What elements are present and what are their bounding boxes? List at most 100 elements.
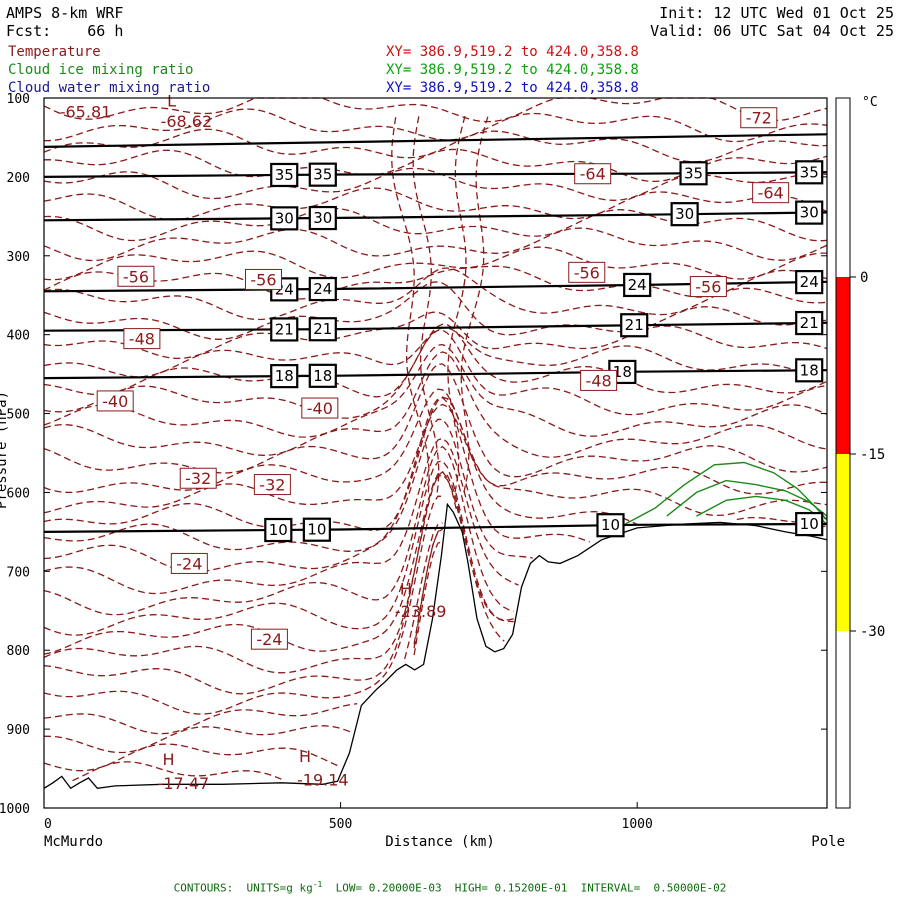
temperature-label: -32: [253, 474, 291, 496]
temperature-label-text: -24: [176, 554, 202, 573]
y-tick-label: 900: [7, 723, 30, 738]
y-tick-label: 300: [7, 250, 30, 265]
y-tick-label: 200: [7, 171, 30, 186]
temperature-contour: [43, 267, 828, 321]
extremum-label: -65.81: [60, 102, 112, 121]
extremum-label: -68.62: [161, 112, 213, 131]
temperature-label: -40: [96, 390, 134, 412]
temperature-label: -72: [740, 107, 778, 129]
x-tick-label: 500: [329, 817, 352, 832]
black-contour-label: 10: [596, 513, 625, 538]
black-contour-label-box: [270, 317, 299, 342]
xy-cloud-water: XY= 386.9,519.2 to 424.0,358.8: [386, 80, 639, 96]
temperature-label-text: -56: [123, 267, 149, 286]
black-contour-label-box: [795, 511, 824, 537]
black-contour-label-text: 10: [307, 521, 326, 539]
temperature-label-text: -32: [259, 476, 285, 495]
init-time: Init: 12 UTC Wed 01 Oct 25: [659, 4, 894, 22]
black-contour: [43, 211, 828, 222]
colorbar-unit: °C: [862, 95, 878, 110]
xy-temperature: XY= 386.9,519.2 to 424.0,358.8: [386, 44, 639, 60]
xy-cloud-ice: XY= 386.9,519.2 to 424.0,358.8: [386, 62, 639, 78]
temperature-label-box: [689, 276, 727, 298]
x-end-label-right: Pole: [811, 834, 845, 850]
extremum-label: -17.47: [158, 774, 210, 793]
temperature-label-box: [568, 261, 606, 283]
black-contour-label: 10: [302, 517, 331, 542]
temperature-contour: [43, 311, 828, 360]
black-contour: [43, 369, 828, 380]
temperature-label: -56: [689, 276, 727, 298]
temperature-label-box: [574, 163, 612, 185]
temperature-label: -56: [117, 265, 155, 287]
black-contour-label-text: 21: [313, 320, 332, 338]
y-tick-label: 500: [7, 408, 30, 423]
black-contour-label-text: 18: [313, 367, 332, 385]
cloud-ice-contour: [666, 479, 828, 517]
temperature-contour: [460, 113, 490, 493]
chart-title: AMPS 8-km WRF: [6, 4, 124, 22]
y-tick-label: 1000: [0, 802, 30, 817]
black-contour-label: 35: [308, 162, 337, 187]
temperature-contour: [43, 108, 828, 143]
black-contour-label-text: 10: [601, 516, 620, 534]
black-contour: [43, 522, 828, 533]
temperature-label-text: -32: [185, 469, 211, 488]
temperature-label-box: [253, 474, 291, 496]
temperature-label-text: -48: [586, 371, 612, 390]
colorbar-band: [836, 277, 850, 454]
temperature-contour: [43, 227, 828, 262]
temperature-contour: [412, 113, 440, 493]
black-contour-label-text: 24: [628, 276, 647, 294]
temperature-label: -48: [123, 328, 161, 350]
black-contour-label-text: 10: [269, 521, 288, 539]
temperature-contour: [43, 528, 443, 772]
black-contour-label-text: 18: [800, 361, 819, 379]
temperature-contour: [43, 329, 828, 419]
temperature-label: -56: [568, 261, 606, 283]
temperature-label-text: -56: [574, 263, 600, 282]
black-contour-label-text: 21: [800, 314, 819, 332]
black-contour-label: 18: [270, 364, 299, 389]
black-contour-label-box: [670, 202, 699, 227]
contour-footer: CONTOURS: UNITS=g kg-1 LOW= 0.20000E-03 …: [0, 880, 900, 895]
black-contour-label-box: [308, 205, 337, 231]
black-contour-label-text: 21: [625, 316, 644, 334]
temperature-label: -24: [170, 552, 208, 574]
black-contour-label-box: [795, 358, 824, 383]
black-contour-label: 24: [623, 272, 652, 298]
black-contour-label-box: [596, 513, 625, 538]
extremum-label: -23.89: [395, 602, 447, 621]
temperature-label: -24: [250, 628, 288, 650]
temperature-label-text: -72: [746, 109, 772, 128]
black-contour: [43, 171, 828, 178]
colorbar: °C 0 -15 -30: [835, 95, 885, 809]
high-marker: H: [163, 750, 175, 769]
temperature-label-text: -64: [758, 184, 784, 203]
y-tick-label: 100: [7, 92, 30, 107]
temperature-contour: [43, 495, 443, 715]
black-contour-label-box: [270, 364, 299, 389]
black-contour-label: 35: [795, 160, 824, 185]
black-contour-label: 18: [308, 363, 337, 388]
temperature-label-text: -56: [250, 270, 276, 289]
black-contour-label: 30: [670, 202, 699, 227]
colorbar-band: [836, 454, 850, 631]
black-contour-label: 35: [679, 161, 708, 186]
black-contour-label-text: 30: [675, 205, 694, 223]
black-contour-label: 21: [270, 317, 299, 342]
black-contour-top: [43, 133, 828, 149]
temperature-label-box: [179, 467, 217, 489]
black-contour-label: 35: [270, 162, 299, 188]
temperature-label-box: [244, 268, 282, 290]
black-contour-label-box: [308, 363, 337, 388]
forecast-label: Fcst:: [6, 22, 52, 40]
black-contour-label-text: 30: [275, 209, 294, 227]
y-axis-label: Pressure (hPa): [0, 391, 10, 509]
black-contour-label: 30: [270, 206, 299, 231]
temperature-contour: [43, 97, 828, 123]
black-contour-label-box: [264, 517, 293, 543]
black-contour-label: 24: [795, 270, 824, 295]
temperature-contour: [43, 403, 828, 517]
